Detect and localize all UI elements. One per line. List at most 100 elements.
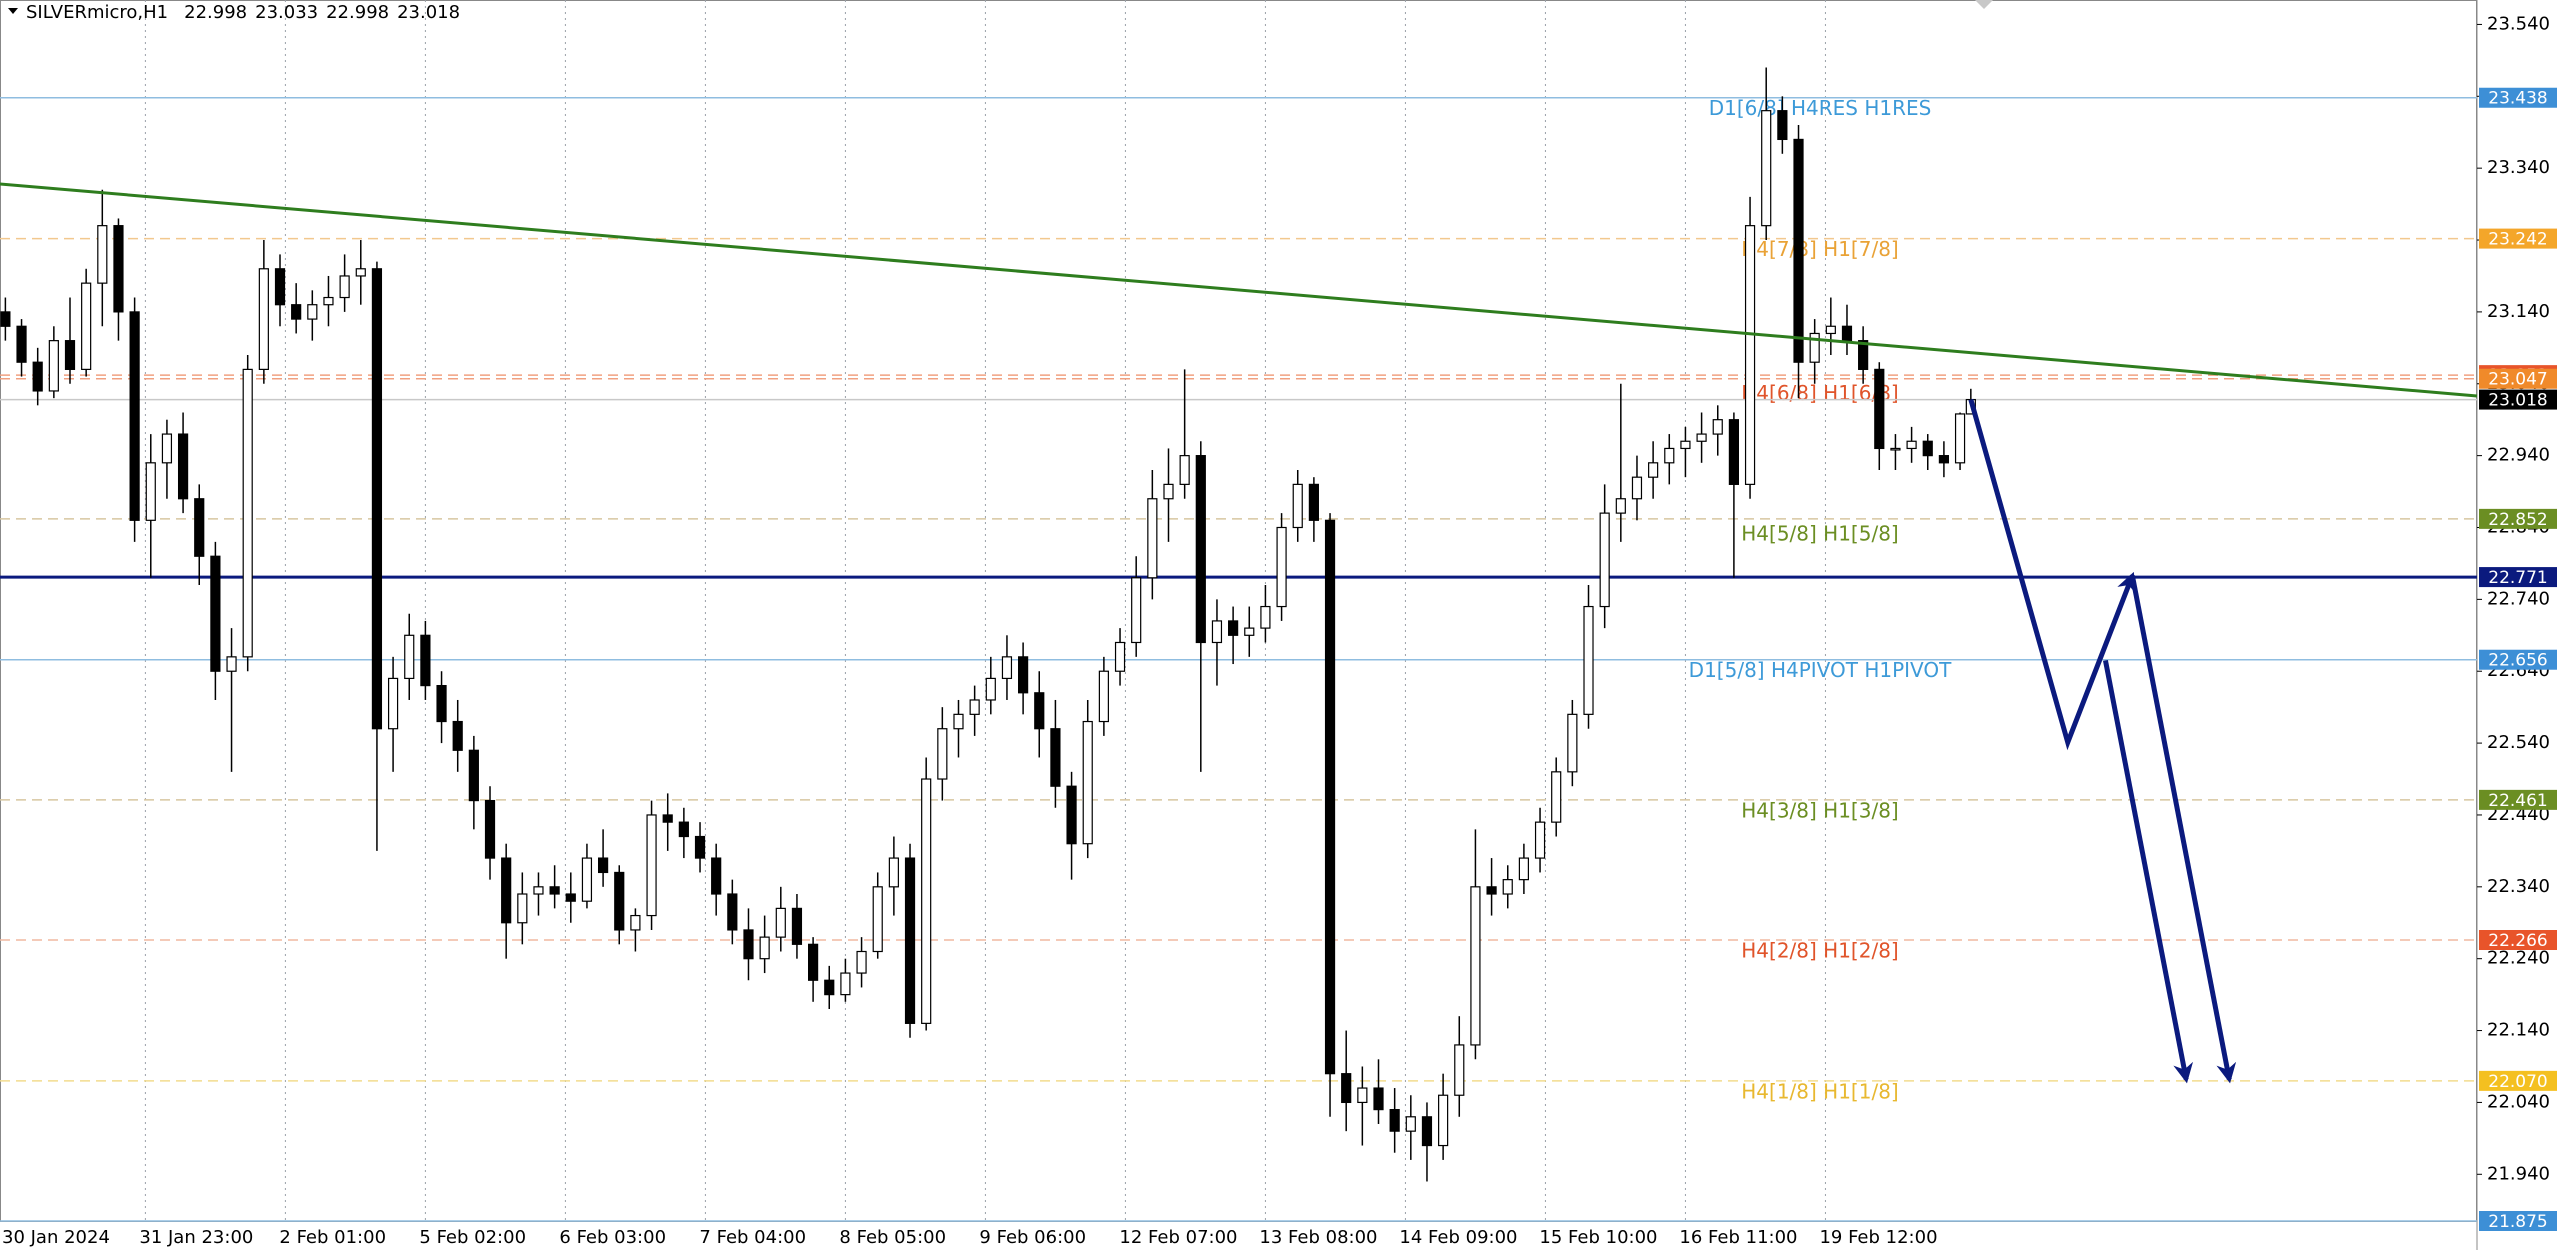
ohlc-value: 23.018 (397, 2, 460, 23)
candle-body (1228, 620, 1239, 636)
candle-body (1841, 325, 1853, 342)
price-tag-label: 22.070 (2488, 1072, 2547, 1092)
candle-body (1114, 641, 1126, 672)
candle-body (953, 713, 964, 730)
price-tag (2479, 389, 2557, 410)
candle-body (1534, 821, 1546, 859)
candle-body (16, 325, 27, 363)
candle-body (872, 886, 883, 953)
candle-body (1292, 483, 1303, 529)
price-tag (2479, 649, 2557, 670)
level-label: H4[2/8] H1[2/8] (1741, 939, 1898, 963)
candle-body (420, 634, 431, 687)
x-tick-label: 13 Feb 08:00 (1259, 1227, 1377, 1248)
candle-body (969, 699, 980, 715)
candle-body (759, 936, 770, 960)
x-tick-label: 19 Feb 12:00 (1819, 1227, 1937, 1248)
candles-layer (0, 67, 1976, 1182)
y-tick-label: 23.140 (2487, 301, 2550, 322)
candle-body (484, 799, 496, 859)
candle-body (1615, 498, 1626, 514)
candle-body (1357, 1087, 1368, 1104)
candle-body (1502, 879, 1513, 895)
candle-body (597, 857, 609, 874)
candle-body (177, 433, 189, 500)
axis-layer: 30 Jan 2024 31 Jan 23:00 2 Feb 01:00 5 Feb … (2, 13, 2557, 1248)
candle-body (1018, 656, 1029, 694)
candle-body (1583, 605, 1594, 715)
level-label: D1[5/8] H4PIVOT H1PIVOT (1689, 658, 1952, 682)
level-label: H4[3/8] H1[3/8] (1741, 798, 1898, 822)
price-tag (2479, 789, 2557, 810)
candle-body (533, 886, 544, 895)
price-tag-label: 22.656 (2488, 651, 2547, 671)
candle-body (1664, 447, 1675, 464)
candle-body (1098, 670, 1109, 723)
candle-body (1276, 526, 1287, 608)
price-tag-label: 22.852 (2488, 510, 2547, 530)
header: SILVERmicro,H1 22.998 23.033 22.998 23.018 (26, 2, 460, 23)
candle-body (81, 282, 92, 370)
candle-body (1470, 886, 1481, 1046)
candle-body (1001, 656, 1013, 680)
candle-body (743, 929, 754, 960)
menu-arrow[interactable] (8, 8, 18, 14)
candle-body (1195, 455, 1206, 644)
y-tick-label: 22.740 (2487, 588, 2550, 609)
candle-body (808, 943, 819, 981)
x-tick-label: 9 Feb 06:00 (979, 1227, 1086, 1248)
candle-body (1454, 1044, 1465, 1096)
candle-body (1712, 419, 1723, 435)
candle-body (1179, 455, 1190, 485)
price-tag-label: 23.438 (2488, 89, 2547, 109)
candle-body (1324, 519, 1336, 1075)
candle-body (1954, 413, 1966, 464)
candle-body (662, 814, 673, 823)
level-label: H4[6/8] H1[6/8] (1741, 381, 1898, 405)
forecast-arrow (2129, 575, 2237, 1084)
candle-body (775, 907, 786, 938)
price-tag (2479, 87, 2557, 108)
level-label: H4[1/8] H1[1/8] (1741, 1079, 1898, 1103)
y-tick-label: 22.140 (2487, 1020, 2550, 1041)
candle-body (48, 340, 59, 392)
level-label: H4[7/8] H1[7/8] (1741, 237, 1898, 261)
candle-body (1518, 857, 1529, 881)
price-tag-label: 23.242 (2488, 230, 2547, 250)
candle-body (824, 979, 835, 996)
candle-body (226, 656, 237, 672)
candle-body (1244, 627, 1255, 636)
candle-body (581, 857, 593, 902)
candle-body (1793, 138, 1804, 363)
price-tag (2479, 1211, 2557, 1231)
candle-body (32, 361, 43, 392)
candle-body (1163, 483, 1174, 500)
candle-body (113, 225, 124, 313)
candle-body (1050, 728, 1061, 787)
candle-body (64, 340, 76, 370)
candle-body (194, 498, 205, 557)
candle-body (1034, 692, 1045, 730)
candle-body (258, 268, 269, 370)
candle-body (1341, 1073, 1352, 1104)
trendline (0, 182, 2478, 398)
candle-body (501, 857, 512, 924)
candle-body (371, 268, 383, 730)
candle-body (242, 368, 253, 658)
level-label: H4[5/8] H1[5/8] (1741, 521, 1898, 545)
candle-body (0, 311, 11, 327)
candle-body (985, 677, 996, 701)
candle-body (1809, 332, 1820, 363)
x-tick-label: 31 Jan 23:00 (139, 1227, 253, 1248)
candle-body (1421, 1116, 1433, 1147)
candle-body (97, 225, 108, 284)
x-tick-label: 14 Feb 09:00 (1399, 1227, 1517, 1248)
candle-body (1728, 419, 1740, 485)
candle-body (161, 433, 173, 464)
forecast-arrow (1968, 398, 2136, 751)
candle-body (1680, 440, 1691, 450)
candle-body (1389, 1109, 1400, 1132)
overlay-layer (0, 182, 2478, 1084)
